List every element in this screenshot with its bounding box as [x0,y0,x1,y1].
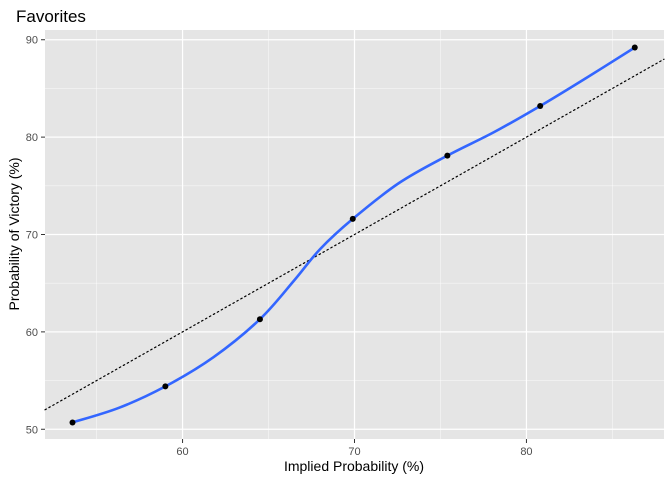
y-tick-label: 70 [26,230,38,242]
data-point [537,102,544,109]
y-tick-label: 50 [26,424,38,436]
data-point [349,215,356,222]
points-group [69,44,638,426]
data-point [69,419,76,426]
smooth-line-group [72,46,636,424]
data-point [631,44,638,51]
x-tick-label: 70 [348,446,360,458]
data-point [444,152,451,159]
reference-line-group [44,58,665,411]
y-tick-label: 60 [26,327,38,339]
x-tick-label: 80 [520,446,532,458]
y-axis-ticks: 50 60 70 80 90 [26,35,45,436]
x-tick-label: 60 [176,446,188,458]
data-point [256,316,263,323]
y-axis-title: Probability of Victory (%) [6,157,22,310]
data-point [162,383,169,390]
smooth-line [72,46,636,424]
x-axis-ticks: 60 70 80 [176,439,533,458]
reference-line [44,58,665,411]
y-tick-label: 80 [26,132,38,144]
y-tick-label: 90 [26,35,38,47]
x-axis-title: Implied Probability (%) [284,458,424,474]
chart-title: Favorites [16,7,86,26]
